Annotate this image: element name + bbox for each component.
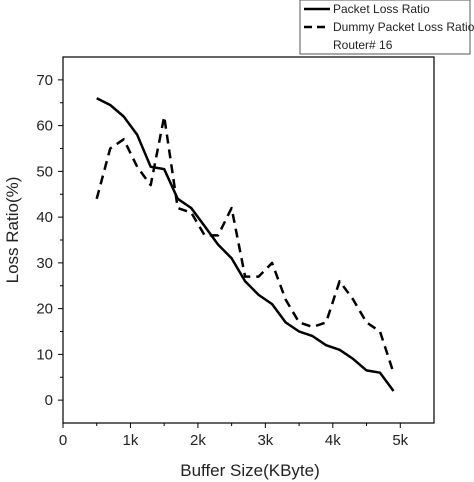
series-layer [95, 97, 395, 392]
series-line-packet-loss [96, 97, 395, 392]
x-tick-label: 0 [59, 432, 67, 449]
y-tick-label: 40 [36, 209, 53, 226]
x-tick-label: 2k [190, 432, 206, 449]
x-axis-title: Buffer Size(KByte) [180, 461, 320, 480]
legend-label-packet-loss: Packet Loss Ratio [333, 2, 430, 16]
x-tick-label: 4k [325, 432, 341, 449]
y-tick-label: 60 [36, 118, 53, 135]
y-tick-label: 10 [36, 346, 53, 363]
x-tick-label: 3k [257, 432, 273, 449]
x-tick-label: 1k [123, 432, 139, 449]
y-tick-label: 20 [36, 301, 53, 318]
x-tick-labels: 0 1k 2k 3k 4k 5k [59, 432, 409, 449]
y-tick-label: 70 [36, 72, 53, 89]
y-tick-label: 0 [45, 392, 53, 409]
y-tick-labels: 0 10 20 30 40 50 60 70 [36, 72, 53, 409]
y-tick-label: 30 [36, 255, 53, 272]
x-tick-label: 5k [392, 432, 408, 449]
legend: Packet Loss Ratio Dummy Packet Loss Rati… [299, 0, 474, 55]
axis-ticks [58, 79, 401, 428]
y-tick-label: 50 [36, 163, 53, 180]
y-axis-title: Loss Ratio(%) [3, 177, 22, 284]
legend-note: Router# 16 [333, 38, 393, 52]
series-line-dummy-packet-loss [95, 115, 395, 374]
legend-label-dummy-packet-loss: Dummy Packet Loss Ratio [333, 20, 474, 34]
